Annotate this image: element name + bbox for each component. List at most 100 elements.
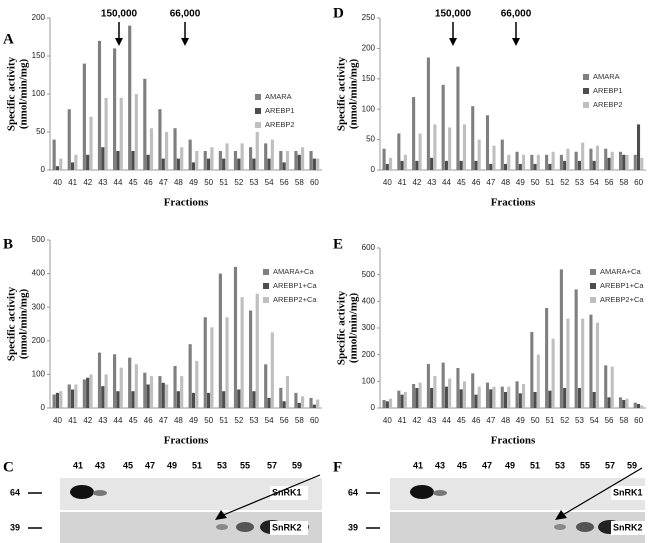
- y-tick-label: 50: [36, 127, 45, 136]
- bar: [426, 364, 430, 408]
- bar: [433, 124, 437, 170]
- bar: [500, 386, 504, 408]
- bar: [173, 128, 177, 170]
- x-tick-label: 58: [295, 178, 304, 187]
- x-tick-label: 47: [159, 416, 168, 425]
- bar: [161, 382, 165, 408]
- bar: [282, 162, 286, 170]
- y-tick-label: 500: [32, 235, 46, 244]
- bar: [633, 402, 637, 408]
- bar: [210, 147, 214, 170]
- bar: [203, 151, 207, 170]
- y-tick-label: 100: [362, 104, 376, 113]
- bar: [415, 160, 419, 170]
- bar: [518, 393, 522, 408]
- y-tick-label: 150: [362, 74, 376, 83]
- bar: [418, 133, 422, 170]
- bar: [522, 384, 526, 408]
- bar: [218, 273, 222, 408]
- x-tick-label: 50: [531, 178, 540, 187]
- x-tick-label: 48: [174, 178, 183, 187]
- bar: [240, 297, 244, 408]
- x-tick-label: 54: [265, 178, 274, 187]
- bar: [86, 154, 90, 170]
- bar: [282, 401, 286, 408]
- bar: [101, 147, 105, 170]
- bar: [71, 162, 75, 170]
- x-tick-label: 45: [457, 416, 466, 425]
- legend-swatch: [590, 297, 596, 303]
- bar: [222, 158, 226, 170]
- bar: [459, 389, 463, 408]
- legend-swatch: [263, 283, 269, 289]
- bar: [173, 366, 177, 408]
- bar: [507, 386, 511, 408]
- lane-label: 41: [413, 460, 423, 470]
- legend-swatch: [255, 94, 261, 100]
- arrow: [220, 474, 321, 517]
- bar: [574, 151, 578, 170]
- bar: [640, 157, 644, 170]
- marker-label: 39: [348, 522, 358, 532]
- panel-label: B: [3, 236, 13, 252]
- panel-label: C: [3, 459, 14, 475]
- bar: [233, 266, 238, 408]
- y-tick-label: 50: [366, 135, 375, 144]
- arrow-head: [215, 510, 227, 520]
- bar: [430, 157, 434, 170]
- label-bg: [611, 486, 649, 500]
- bar: [471, 373, 475, 408]
- bar: [158, 376, 162, 408]
- bar: [415, 388, 419, 408]
- bar: [267, 158, 271, 170]
- x-tick-label: 48: [501, 416, 510, 425]
- bar: [279, 387, 283, 408]
- legend-swatch: [583, 88, 589, 94]
- arrow-head: [512, 38, 520, 46]
- marker-label: 64: [10, 487, 20, 497]
- bar: [104, 97, 108, 170]
- x-tick-label: 43: [98, 178, 107, 187]
- panel-label: D: [333, 5, 344, 21]
- protein-label: SnRK1: [613, 487, 643, 497]
- bar: [581, 142, 585, 170]
- annotation: 150,000: [101, 9, 138, 20]
- bar: [403, 154, 407, 170]
- bar: [500, 139, 504, 170]
- bar: [285, 151, 290, 170]
- bar: [622, 154, 626, 170]
- bar: [604, 148, 608, 170]
- x-tick-label: 49: [189, 178, 198, 187]
- y-axis-label: (nmol/min/mg): [348, 293, 360, 364]
- bar: [158, 109, 162, 170]
- lane-label: 55: [240, 460, 250, 470]
- x-tick-label: 56: [280, 178, 289, 187]
- bar: [113, 48, 117, 170]
- bar: [592, 392, 596, 408]
- bar: [389, 398, 393, 408]
- x-axis-label: Fractions: [491, 435, 536, 447]
- x-tick-label: 46: [144, 416, 153, 425]
- lane-label: 51: [192, 460, 202, 470]
- x-tick-label: 60: [310, 178, 319, 187]
- x-tick-label: 47: [486, 416, 495, 425]
- x-tick-label: 49: [516, 416, 525, 425]
- bar: [441, 362, 445, 408]
- x-tick-label: 51: [545, 416, 554, 425]
- band: [554, 524, 566, 530]
- x-tick-label: 45: [129, 178, 138, 187]
- x-tick-label: 60: [634, 416, 643, 425]
- bar: [255, 293, 259, 408]
- x-tick-label: 52: [560, 178, 569, 187]
- bar: [607, 397, 611, 408]
- bar: [518, 163, 522, 170]
- bar: [471, 106, 475, 170]
- bar: [492, 145, 496, 170]
- bar: [545, 154, 549, 170]
- bar: [426, 57, 430, 170]
- x-tick-label: 43: [98, 416, 107, 425]
- bar: [577, 388, 581, 408]
- bar: [412, 97, 416, 170]
- bar: [441, 84, 445, 170]
